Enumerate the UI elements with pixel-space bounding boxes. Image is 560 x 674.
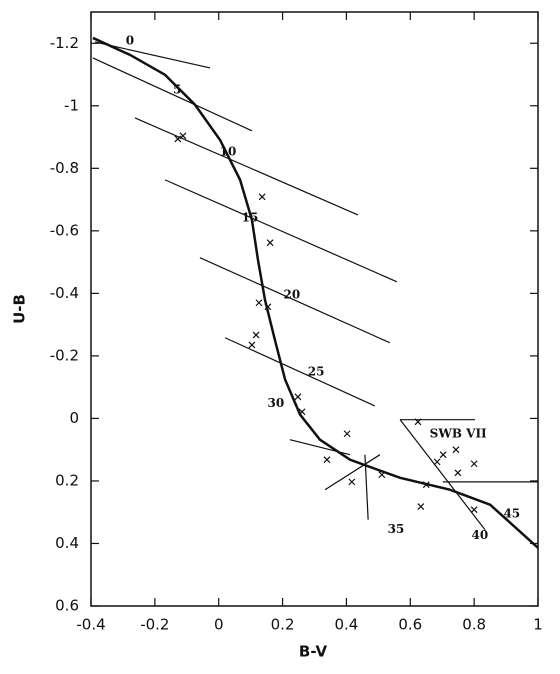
cluster-point <box>323 456 331 464</box>
age-label: 0 <box>126 34 134 48</box>
reddening-line <box>164 179 398 283</box>
age-label: 25 <box>308 364 325 378</box>
y-tick-label: 0.2 <box>55 471 79 489</box>
cluster-point <box>417 503 425 511</box>
x-tick-label: 0.4 <box>334 616 358 634</box>
y-axis-title: U-B <box>11 294 29 324</box>
plot-frame <box>90 11 539 607</box>
cluster-point <box>378 471 386 479</box>
x-tick-label: 0.8 <box>462 616 486 634</box>
cluster-point <box>470 506 478 514</box>
reddening-line <box>134 117 359 216</box>
age-label: 15 <box>242 211 259 225</box>
reddening-line <box>199 257 391 344</box>
x-tick-label: 0 <box>214 616 224 634</box>
y-tick-label: -0.6 <box>50 221 79 239</box>
cluster-point <box>258 193 266 201</box>
cluster-point <box>298 408 306 416</box>
age-label: 35 <box>388 522 405 536</box>
reddening-line <box>92 57 253 132</box>
cluster-point <box>348 478 356 486</box>
y-tick-label: 0 <box>69 409 79 427</box>
cluster-point <box>454 469 462 477</box>
cluster-point <box>174 135 182 143</box>
cluster-point <box>252 331 260 339</box>
y-tick-label: 0.6 <box>55 597 79 615</box>
cluster-point <box>294 393 302 401</box>
x-tick-label: 0.2 <box>271 616 295 634</box>
cluster-point <box>343 430 351 438</box>
y-tick-label: -1 <box>64 96 79 114</box>
cluster-point <box>452 446 460 454</box>
y-tick-label: -0.4 <box>50 284 79 302</box>
age-label: 10 <box>220 145 237 159</box>
age-label: 5 <box>173 82 181 96</box>
cluster-point <box>266 239 274 247</box>
age-label: 40 <box>472 528 489 542</box>
age-label: SWB VII <box>430 427 487 441</box>
x-axis-title: B-V <box>299 643 328 661</box>
x-tick-label: -0.4 <box>76 616 105 634</box>
cluster-point <box>179 132 187 140</box>
isochrone-curve <box>92 36 539 549</box>
cluster-point <box>433 458 441 466</box>
cluster-point <box>470 460 478 468</box>
age-label: 20 <box>283 287 300 301</box>
cluster-point <box>264 303 272 311</box>
cluster-point <box>255 299 263 307</box>
age-label: 45 <box>503 506 520 520</box>
cluster-point <box>414 418 422 426</box>
x-tick-label: 1 <box>533 616 543 634</box>
reddening-line <box>224 337 376 407</box>
age-label: 30 <box>268 396 285 410</box>
cluster-point <box>422 481 430 489</box>
y-tick-label: -0.8 <box>50 159 79 177</box>
reddening-line <box>399 419 486 531</box>
y-tick-label: 0.4 <box>55 534 79 552</box>
y-tick-label: -1.2 <box>50 34 79 52</box>
reddening-line <box>324 454 381 491</box>
x-tick-label: -0.2 <box>140 616 169 634</box>
cluster-point <box>248 341 256 349</box>
x-tick-label: 0.6 <box>398 616 422 634</box>
y-tick-label: -0.2 <box>50 346 79 364</box>
cluster-point <box>439 451 447 459</box>
